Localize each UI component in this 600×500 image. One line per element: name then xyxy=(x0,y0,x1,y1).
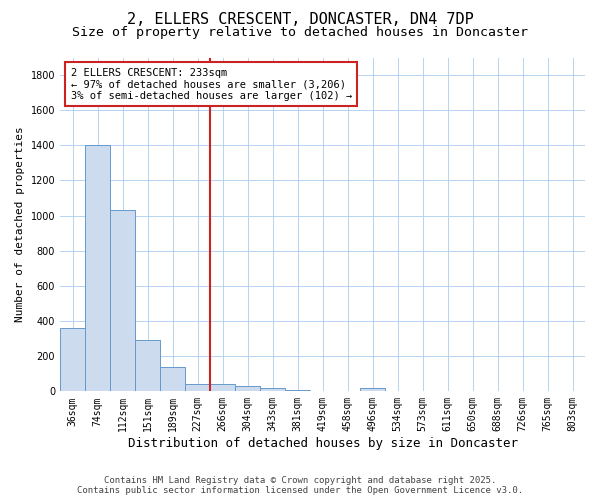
Bar xyxy=(110,210,135,392)
Bar xyxy=(260,388,285,392)
X-axis label: Distribution of detached houses by size in Doncaster: Distribution of detached houses by size … xyxy=(128,437,518,450)
Bar xyxy=(160,366,185,392)
Text: Contains HM Land Registry data © Crown copyright and database right 2025.
Contai: Contains HM Land Registry data © Crown c… xyxy=(77,476,523,495)
Bar xyxy=(235,386,260,392)
Bar xyxy=(135,340,160,392)
Text: Size of property relative to detached houses in Doncaster: Size of property relative to detached ho… xyxy=(72,26,528,39)
Bar xyxy=(210,384,235,392)
Bar xyxy=(285,390,310,392)
Text: 2 ELLERS CRESCENT: 233sqm
← 97% of detached houses are smaller (3,206)
3% of sem: 2 ELLERS CRESCENT: 233sqm ← 97% of detac… xyxy=(71,68,352,100)
Y-axis label: Number of detached properties: Number of detached properties xyxy=(15,126,25,322)
Bar xyxy=(85,146,110,392)
Bar xyxy=(185,384,210,392)
Bar xyxy=(360,388,385,392)
Text: 2, ELLERS CRESCENT, DONCASTER, DN4 7DP: 2, ELLERS CRESCENT, DONCASTER, DN4 7DP xyxy=(127,12,473,28)
Bar xyxy=(60,328,85,392)
